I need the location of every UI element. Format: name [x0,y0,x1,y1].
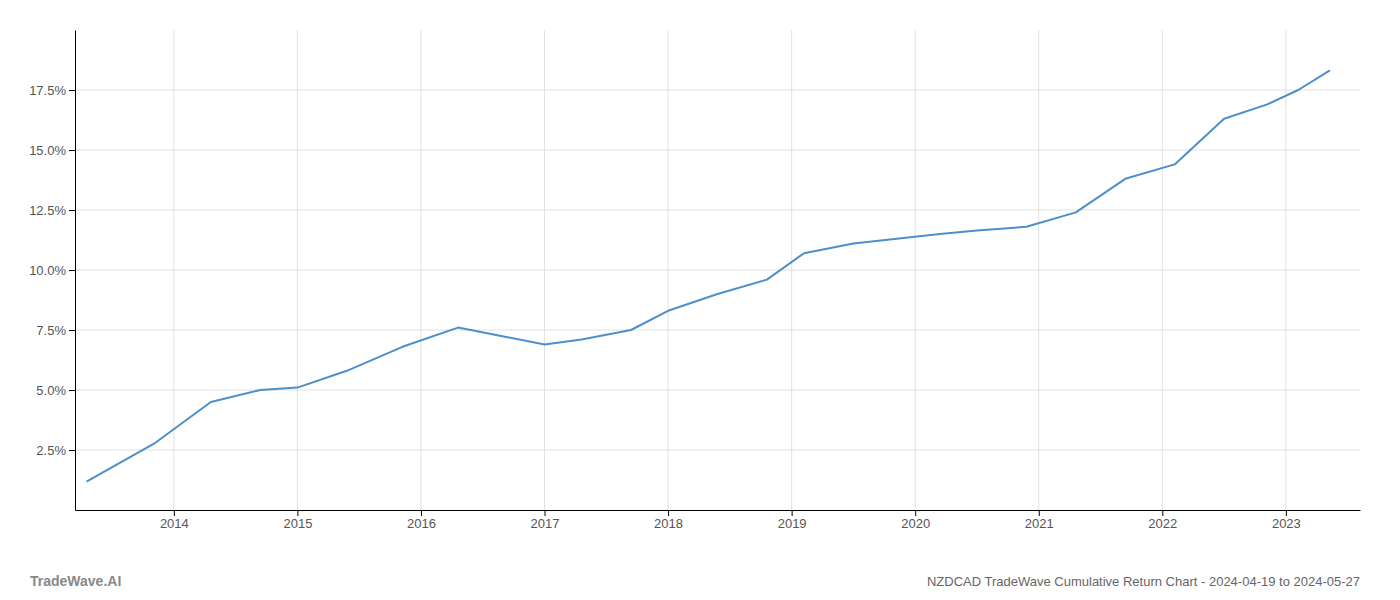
x-tick-label: 2014 [160,516,189,531]
x-tick-mark [297,510,298,516]
y-tick-label: 7.5% [36,323,66,338]
y-tick-mark [69,390,75,391]
x-tick: 2018 [654,510,683,531]
x-tick-label: 2017 [531,516,560,531]
grid-line-y [75,450,1360,451]
x-axis: 2014 2015 2016 2017 2018 2019 2020 2021 2022 2023 [76,510,1361,531]
y-tick-mark [69,330,75,331]
x-tick: 2016 [407,510,436,531]
grid-line-x [297,30,298,510]
chart-svg: 2014 2015 2016 2017 2018 2019 2020 2021 2022 2023… [0,0,1400,600]
grid-line-y [75,330,1360,331]
x-tick-mark [792,510,793,516]
x-tick: 2023 [1272,510,1301,531]
y-tick: 5.0% [36,383,75,398]
grid-line-x [420,30,421,510]
y-tick-label: 17.5% [29,83,66,98]
x-tick-mark [545,510,546,516]
x-tick-mark [1286,510,1287,516]
grid-line-y [75,150,1360,151]
grid-line-y [75,90,1360,91]
y-tick: 15.0% [29,143,75,158]
plot-area: 2014 2015 2016 2017 2018 2019 2020 2021 2022 2023… [29,30,1360,531]
series-group [87,71,1329,481]
y-axis: 2.5% 5.0% 7.5% 10.0% 12.5% 15.0% 17.5% [29,31,75,511]
line [87,71,1329,481]
x-axis-line [76,510,1361,511]
x-tick-label: 2015 [283,516,312,531]
grid-line-x [1162,30,1163,510]
x-tick-label: 2021 [1025,516,1054,531]
grid-line-y [75,210,1360,211]
x-tick-mark [668,510,669,516]
y-tick-label: 12.5% [29,203,66,218]
y-tick-label: 2.5% [36,443,66,458]
grid-line-x [791,30,792,510]
x-tick-label: 2023 [1272,516,1301,531]
x-tick: 2019 [778,510,807,531]
y-tick-mark [69,150,75,151]
grid-line-x [1038,30,1039,510]
x-tick: 2017 [531,510,560,531]
x-tick-label: 2018 [654,516,683,531]
y-axis-line [75,31,76,511]
grid-line-x [1285,30,1286,510]
x-tick-label: 2019 [778,516,807,531]
x-tick: 2021 [1025,510,1054,531]
y-tick-label: 5.0% [36,383,66,398]
x-tick-mark [174,510,175,516]
x-tick-mark [1162,510,1163,516]
annotation: TradeWave.AI [30,573,121,589]
y-tick-mark [69,210,75,211]
x-tick-mark [915,510,916,516]
x-tick-label: 2022 [1148,516,1177,531]
x-tick-mark [1039,510,1040,516]
y-tick: 10.0% [29,263,75,278]
y-tick-mark [69,450,75,451]
x-tick: 2015 [283,510,312,531]
x-tick-label: 2020 [901,516,930,531]
x-tick-label: 2016 [407,516,436,531]
y-tick-label: 15.0% [29,143,66,158]
y-tick: 12.5% [29,203,75,218]
x-tick: 2022 [1148,510,1177,531]
y-tick: 17.5% [29,83,75,98]
grid [75,30,1360,510]
grid-line-x [668,30,669,510]
y-tick-label: 10.0% [29,263,66,278]
x-tick: 2020 [901,510,930,531]
grid-line-x [173,30,174,510]
y-tick: 7.5% [36,323,75,338]
title: NZDCAD TradeWave Cumulative Return Chart… [927,574,1360,589]
y-tick-mark [69,90,75,91]
background [0,0,1400,600]
x-tick: 2014 [160,510,189,531]
grid-line-x [544,30,545,510]
y-tick-mark [69,270,75,271]
x-tick-mark [421,510,422,516]
grid-line-x [915,30,916,510]
grid-line-y [75,270,1360,271]
y-tick: 2.5% [36,443,75,458]
